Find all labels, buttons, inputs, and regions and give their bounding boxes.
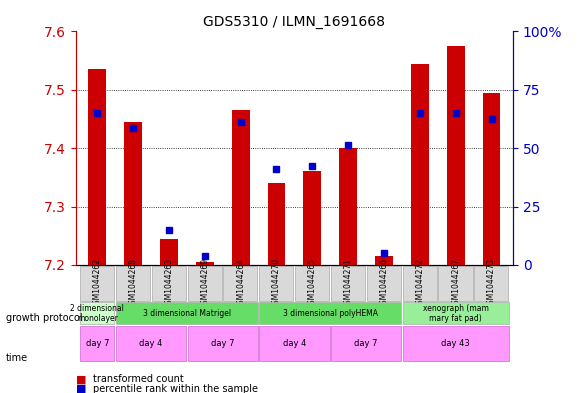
- Bar: [411, 64, 429, 265]
- Bar: [89, 70, 106, 265]
- Text: 3 dimensional Matrigel: 3 dimensional Matrigel: [143, 309, 231, 318]
- Text: day 7: day 7: [86, 339, 109, 348]
- Text: day 7: day 7: [211, 339, 234, 348]
- Bar: [483, 93, 500, 265]
- Text: GSM1044270: GSM1044270: [272, 258, 281, 309]
- Bar: [268, 183, 286, 265]
- FancyBboxPatch shape: [403, 326, 509, 361]
- Text: GSM1044267: GSM1044267: [451, 258, 460, 309]
- Text: GSM1044272: GSM1044272: [415, 258, 424, 309]
- FancyBboxPatch shape: [331, 266, 365, 301]
- Bar: [160, 239, 178, 265]
- Bar: [231, 110, 250, 265]
- Text: GSM1044271: GSM1044271: [343, 258, 353, 309]
- Bar: [375, 256, 393, 265]
- FancyBboxPatch shape: [80, 326, 114, 361]
- Text: 2 dimensional
monolayer: 2 dimensional monolayer: [71, 303, 124, 323]
- Bar: [124, 122, 142, 265]
- Text: xenograph (mam
mary fat pad): xenograph (mam mary fat pad): [423, 303, 489, 323]
- FancyBboxPatch shape: [259, 302, 401, 324]
- Text: time: time: [6, 353, 28, 363]
- FancyBboxPatch shape: [116, 266, 150, 301]
- Text: growth protocol: growth protocol: [6, 313, 82, 323]
- Bar: [196, 262, 214, 265]
- Text: GSM1044262: GSM1044262: [93, 258, 102, 309]
- FancyBboxPatch shape: [188, 326, 258, 361]
- Text: GSM1044268: GSM1044268: [129, 258, 138, 309]
- FancyBboxPatch shape: [259, 266, 293, 301]
- FancyBboxPatch shape: [475, 266, 508, 301]
- Text: day 43: day 43: [441, 339, 470, 348]
- Text: GSM1044273: GSM1044273: [487, 258, 496, 309]
- Title: GDS5310 / ILMN_1691668: GDS5310 / ILMN_1691668: [203, 15, 385, 29]
- Text: day 4: day 4: [283, 339, 306, 348]
- Text: GSM1044266: GSM1044266: [380, 258, 388, 309]
- Text: GSM1044264: GSM1044264: [236, 258, 245, 309]
- FancyBboxPatch shape: [367, 266, 401, 301]
- FancyBboxPatch shape: [116, 302, 258, 324]
- FancyBboxPatch shape: [223, 266, 258, 301]
- FancyBboxPatch shape: [80, 302, 114, 324]
- FancyBboxPatch shape: [116, 326, 186, 361]
- FancyBboxPatch shape: [403, 266, 437, 301]
- Bar: [303, 171, 321, 265]
- FancyBboxPatch shape: [259, 326, 329, 361]
- FancyBboxPatch shape: [80, 266, 114, 301]
- Bar: [447, 46, 465, 265]
- FancyBboxPatch shape: [188, 266, 222, 301]
- Text: percentile rank within the sample: percentile rank within the sample: [93, 384, 258, 393]
- Text: 3 dimensional polyHEMA: 3 dimensional polyHEMA: [283, 309, 378, 318]
- Text: GSM1044265: GSM1044265: [308, 258, 317, 309]
- FancyBboxPatch shape: [438, 266, 473, 301]
- Bar: [339, 148, 357, 265]
- Text: ■: ■: [76, 384, 86, 393]
- FancyBboxPatch shape: [331, 326, 401, 361]
- FancyBboxPatch shape: [152, 266, 186, 301]
- Text: GSM1044269: GSM1044269: [201, 258, 209, 309]
- Text: transformed count: transformed count: [93, 374, 184, 384]
- Text: day 4: day 4: [139, 339, 163, 348]
- Text: ■: ■: [76, 374, 86, 384]
- Text: day 7: day 7: [354, 339, 378, 348]
- FancyBboxPatch shape: [403, 302, 509, 324]
- Text: GSM1044263: GSM1044263: [164, 258, 174, 309]
- FancyBboxPatch shape: [295, 266, 329, 301]
